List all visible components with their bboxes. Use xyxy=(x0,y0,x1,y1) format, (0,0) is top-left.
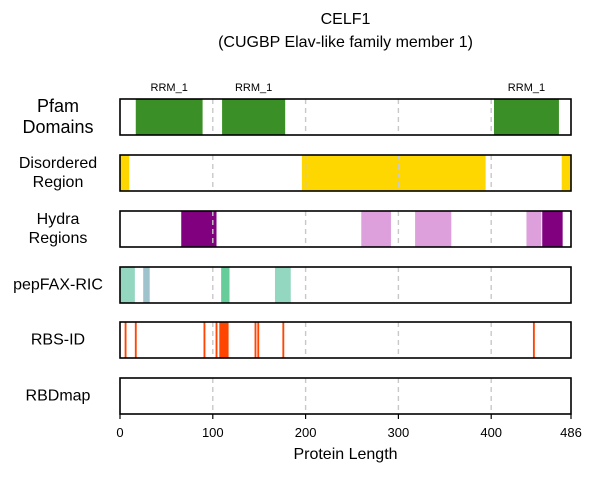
track-label-line: RBDmap xyxy=(25,387,91,405)
track-label-line: Hydra xyxy=(36,211,80,228)
track-label-line: Regions xyxy=(28,230,88,247)
track-label: RBDmap xyxy=(0,387,116,406)
track-segment xyxy=(301,155,486,191)
track-label: Hydra Regions xyxy=(0,210,116,248)
track-label: Pfam Domains xyxy=(0,96,116,138)
x-axis-label: Protein Length xyxy=(293,446,398,463)
track-segment xyxy=(134,322,137,358)
track-label-line: Region xyxy=(32,174,84,191)
chart-title: CELF1 xyxy=(320,11,371,28)
track-segment xyxy=(203,322,206,358)
domain-label: RRM_1 xyxy=(507,82,546,94)
track-segment xyxy=(120,267,135,303)
track-background xyxy=(120,378,571,414)
track-label: Disordered Region xyxy=(0,154,116,192)
track-segment xyxy=(561,155,571,191)
track-segment xyxy=(254,322,257,358)
track-segment xyxy=(135,99,203,135)
x-tick-label: 100 xyxy=(201,425,224,440)
track-segment xyxy=(526,211,542,247)
track-frame xyxy=(119,154,572,192)
track-frame xyxy=(119,321,572,359)
track-background xyxy=(120,267,571,303)
x-tick-label: 486 xyxy=(560,425,582,440)
track-background xyxy=(120,322,571,358)
track-segment xyxy=(257,322,260,358)
track-segment xyxy=(415,211,452,247)
track-label-line: pepFAX-RIC xyxy=(13,276,103,294)
track-segment xyxy=(542,211,563,247)
track-segment xyxy=(124,322,127,358)
track-segment xyxy=(120,155,130,191)
domain-label: RRM_1 xyxy=(234,82,273,94)
track-frame xyxy=(119,377,572,415)
track-label-line: RBS-ID xyxy=(30,331,86,349)
track-label-line: Pfam xyxy=(36,96,79,116)
track-label: RBS-ID xyxy=(0,331,116,350)
track-segment xyxy=(181,211,217,247)
x-tick-label: 400 xyxy=(480,425,503,440)
track-frame xyxy=(119,98,572,136)
x-tick-label: 200 xyxy=(294,425,317,440)
track-label: pepFAX-RIC xyxy=(0,276,116,295)
track-segment xyxy=(361,211,391,247)
track-segment xyxy=(215,322,218,358)
track-frame xyxy=(119,266,572,304)
track-label-line: Domains xyxy=(22,117,94,137)
chart-subtitle: (CUGBP Elav-like family member 1) xyxy=(218,34,473,51)
track-segment xyxy=(222,99,286,135)
domain-label: RRM_1 xyxy=(150,82,188,94)
track-segment xyxy=(143,267,150,303)
x-tick-label: 300 xyxy=(387,425,410,440)
track-frame xyxy=(119,210,572,248)
track-segment xyxy=(532,322,535,358)
track-segment xyxy=(274,267,291,303)
track-segment xyxy=(219,322,229,358)
x-tick-label: 0 xyxy=(116,425,124,440)
track-label-line: Disordered xyxy=(18,155,98,172)
track-segment xyxy=(282,322,285,358)
track-segment xyxy=(221,267,230,303)
track-segment xyxy=(493,99,559,135)
